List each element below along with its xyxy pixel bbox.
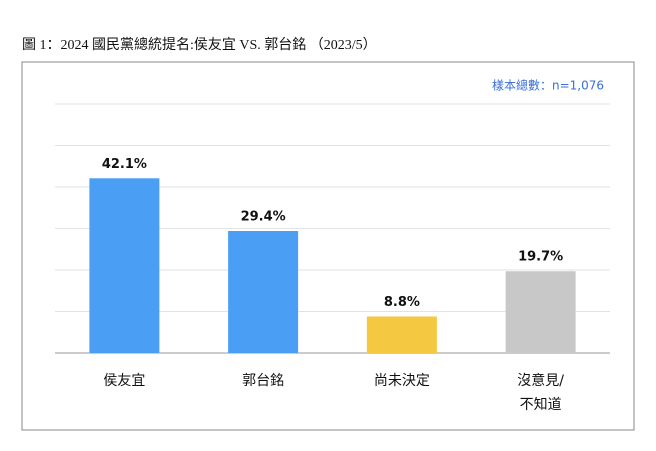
bar — [366, 316, 437, 353]
bar — [505, 271, 576, 353]
value-label: 42.1% — [102, 157, 147, 172]
value-label: 19.7% — [518, 250, 563, 265]
bar — [89, 178, 160, 353]
chart-frame — [21, 61, 635, 431]
x-tick-label: 郭台銘 — [242, 373, 285, 389]
x-tick-label: 沒意見/不知道 — [517, 373, 564, 413]
bar — [228, 230, 299, 353]
x-tick-label: 尚未決定 — [373, 373, 430, 389]
sample-note: 樣本總數：n=1,076 — [492, 78, 604, 93]
x-tick-label: 侯友宜 — [103, 373, 146, 389]
value-label: 8.8% — [384, 295, 420, 310]
value-label: 29.4% — [241, 209, 286, 224]
chart-title: 圖 1：2024 國民黨總統提名:侯友宜 VS. 郭台銘 （2023/5） — [22, 36, 377, 53]
